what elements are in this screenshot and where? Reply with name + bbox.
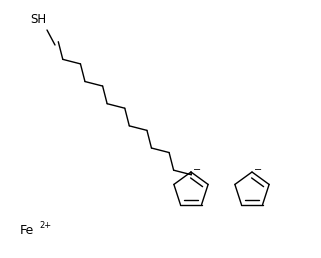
Text: SH: SH (30, 13, 46, 26)
Text: −: − (254, 165, 262, 175)
Text: −: − (193, 165, 201, 175)
Text: 2+: 2+ (39, 222, 51, 230)
Text: Fe: Fe (20, 223, 34, 237)
